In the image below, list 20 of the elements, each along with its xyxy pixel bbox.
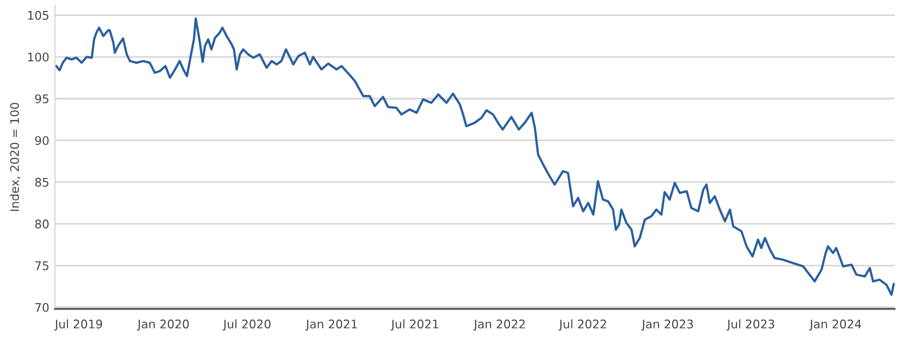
x-tick-label: Jan 2021 bbox=[305, 320, 357, 331]
x-tick-label: Jul 2023 bbox=[726, 319, 774, 331]
y-tick-label: 100 bbox=[28, 52, 49, 62]
x-tick-label: Jan 2022 bbox=[473, 320, 525, 331]
x-tick-label: Jan 2023 bbox=[641, 320, 693, 331]
y-tick-label: 85 bbox=[35, 178, 48, 187]
y-tick-label: 105 bbox=[28, 10, 48, 20]
x-tick-label: Jul 2021 bbox=[390, 319, 438, 331]
x-tick-label: Jul 2022 bbox=[558, 319, 606, 331]
x-tick-label: Jul 2019 bbox=[54, 319, 102, 331]
y-tick-label: 75 bbox=[35, 261, 48, 270]
line-series bbox=[55, 17, 895, 296]
y-axis-title: Index, 2020 = 100 bbox=[10, 102, 20, 211]
y-tick-label: 90 bbox=[35, 136, 49, 145]
x-tick-label: Jul 2020 bbox=[222, 319, 271, 331]
y-tick-label: 70 bbox=[35, 302, 49, 312]
y-tick-label: 80 bbox=[35, 220, 49, 228]
x-tick-label: Jan 2024 bbox=[809, 320, 862, 331]
x-tick-label: Jan 2020 bbox=[136, 320, 189, 331]
y-tick-label: 95 bbox=[35, 94, 48, 104]
